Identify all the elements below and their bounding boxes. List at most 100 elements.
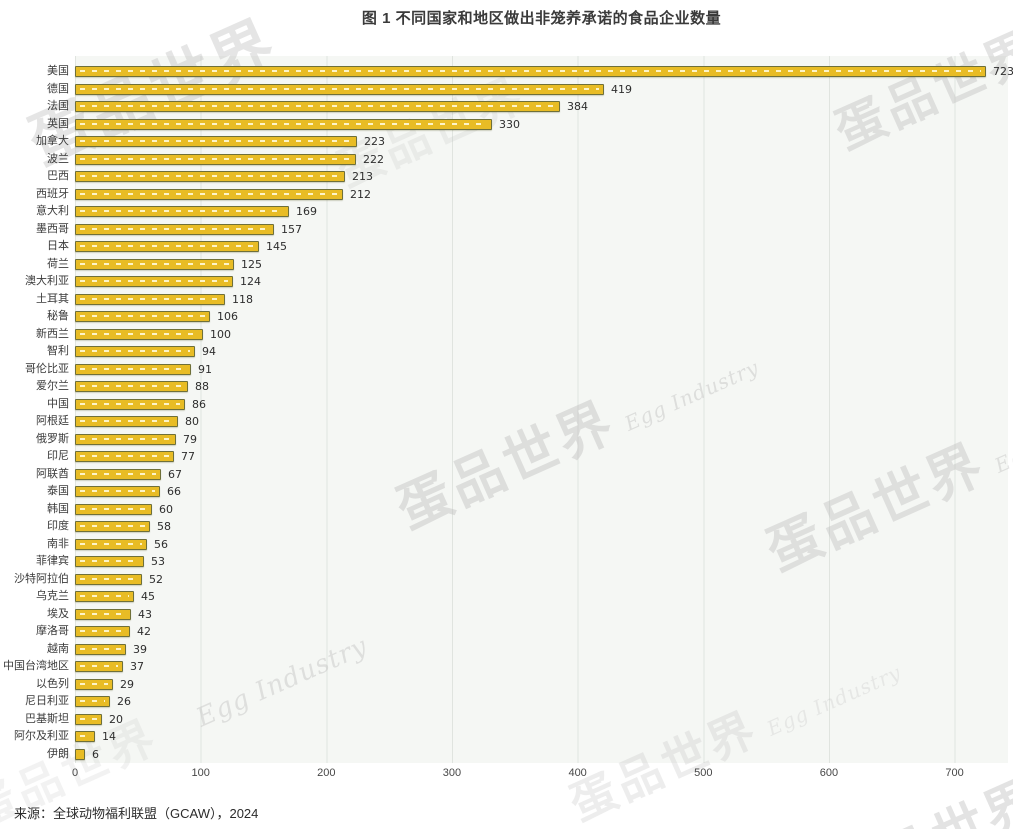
x-tick-label: 100 [191,767,210,779]
value-label: 42 [137,625,151,639]
bar-row: 泰国 66 [0,483,1013,501]
bar-row: 沙特阿拉伯 52 [0,571,1013,589]
category-label: 荷兰 [47,257,69,270]
category-label: 韩国 [47,502,69,515]
bar-row: 智利 94 [0,343,1013,361]
bar-row: 德国 419 [0,81,1013,99]
value-label: 60 [159,502,173,516]
value-label: 20 [109,712,123,726]
category-label: 波兰 [47,152,69,165]
value-label: 39 [133,642,147,656]
bar [75,608,131,620]
bar-row: 伊朗 6 [0,746,1013,764]
category-label: 秘鲁 [47,310,69,323]
x-tick-label: 200 [317,767,336,779]
value-label: 53 [151,555,165,569]
category-label: 越南 [47,642,69,655]
bar [75,328,203,340]
bar-row: 俄罗斯 79 [0,431,1013,449]
bar-row: 爱尔兰 88 [0,378,1013,396]
bar [75,83,604,95]
bar-row: 尼日利亚 26 [0,693,1013,711]
bar [75,713,102,725]
x-tick-label: 400 [568,767,587,779]
bar-row: 阿联酋 67 [0,466,1013,484]
bar-row: 西班牙 212 [0,186,1013,204]
value-label: 6 [92,747,99,761]
bar [75,346,195,358]
bar-row: 越南 39 [0,641,1013,659]
category-label: 西班牙 [36,187,69,200]
category-label: 尼日利亚 [25,695,69,708]
category-label: 南非 [47,537,69,550]
category-label: 澳大利亚 [25,275,69,288]
bar [75,416,178,428]
bar-row: 加拿大 223 [0,133,1013,151]
bar [75,696,110,708]
bar-row: 印尼 77 [0,448,1013,466]
bar-row: 土耳其 118 [0,291,1013,309]
value-label: 124 [240,275,261,289]
category-label: 菲律宾 [36,555,69,568]
category-label: 智利 [47,345,69,358]
bar [75,136,357,148]
bar [75,626,130,638]
value-label: 125 [241,257,262,271]
category-label: 阿尔及利亚 [14,730,69,743]
bar [75,731,95,743]
value-label: 56 [154,537,168,551]
bar-row: 美国 723 [0,63,1013,81]
value-label: 100 [210,327,231,341]
bar-row: 秘鲁 106 [0,308,1013,326]
bar-row: 菲律宾 53 [0,553,1013,571]
category-label: 巴基斯坦 [25,712,69,725]
value-label: 88 [195,380,209,394]
value-label: 723 [993,65,1013,79]
bar [75,521,150,533]
value-label: 223 [364,135,385,149]
bar-row: 中国 86 [0,396,1013,414]
bar-row: 法国 384 [0,98,1013,116]
bar [75,591,134,603]
value-label: 26 [117,695,131,709]
bar [75,188,343,200]
category-label: 巴西 [47,170,69,183]
value-label: 79 [183,432,197,446]
bar-row: 以色列 29 [0,676,1013,694]
x-tick-label: 600 [819,767,839,779]
value-label: 106 [217,310,238,324]
bar [75,468,161,480]
bar [75,66,986,78]
x-tick-label: 0 [71,767,79,779]
bar [75,573,142,585]
category-label: 中国 [47,397,69,410]
x-axis: 0 100 200 300 400 500 600 700 [71,767,1008,783]
value-label: 29 [120,677,134,691]
value-label: 66 [167,485,181,499]
bar-row: 墨西哥 157 [0,221,1013,239]
value-label: 145 [266,240,287,254]
bar-row: 荷兰 125 [0,256,1013,274]
bar [75,643,126,655]
value-label: 37 [130,660,144,674]
bar [75,153,356,165]
category-label: 意大利 [36,205,69,218]
bar [75,293,225,305]
value-label: 58 [157,520,171,534]
bar [75,258,234,270]
category-label: 爱尔兰 [36,380,69,393]
value-label: 45 [141,590,155,604]
x-tick-label: 700 [945,767,964,779]
bar-row: 南非 56 [0,536,1013,554]
bar-row: 韩国 60 [0,501,1013,519]
bar [75,118,492,130]
category-label: 哥伦比亚 [25,362,69,375]
bar-row: 巴基斯坦 20 [0,711,1013,729]
bar-row: 阿尔及利亚 14 [0,728,1013,746]
bar [75,451,174,463]
value-label: 384 [567,100,588,114]
category-label: 德国 [47,82,69,95]
bar [75,678,113,690]
value-label: 80 [185,415,199,429]
category-label: 土耳其 [36,292,69,305]
